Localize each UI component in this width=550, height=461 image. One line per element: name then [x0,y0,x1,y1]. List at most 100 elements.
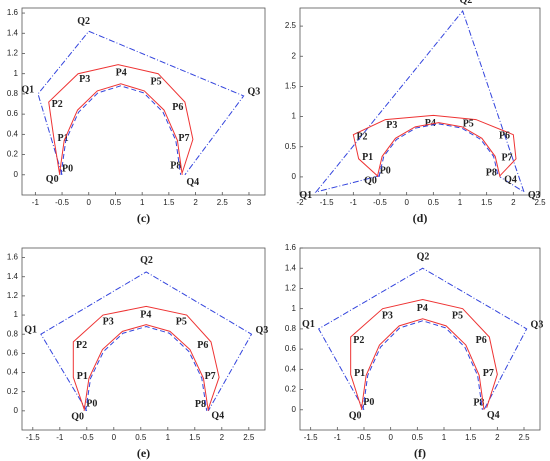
point-label: P2 [356,131,367,142]
x-tick-label: 0 [388,433,393,442]
point-label: Q1 [299,190,312,201]
point-label: Q4 [504,174,517,185]
x-tick-label: 1 [140,198,145,207]
curve [72,305,220,410]
point-label: Q3 [531,319,544,330]
x-tick-label: -1 [32,198,40,207]
x-tick-label: 2.5 [518,433,530,442]
curve [85,326,208,411]
x-tick-label: 1 [458,198,463,207]
point-label: P3 [79,74,90,85]
point-label: P5 [151,77,162,88]
x-tick-label: -0.5 [357,433,371,442]
y-tick-label: 1.2 [285,284,297,293]
x-tick-label: 2 [220,433,225,442]
curve [362,320,483,410]
point-label: Q2 [417,252,430,263]
y-tick-label: 0.8 [7,89,19,98]
point-label: P7 [501,153,512,164]
curve [376,122,501,178]
x-tick-label: 2 [511,198,516,207]
point-label: Q2 [77,16,90,27]
point-label: Q2 [459,0,472,6]
caption: (d) [413,211,428,225]
y-tick-label: 1 [14,69,19,78]
point-label: P8 [486,168,497,179]
x-tick-label: -1.5 [26,433,40,442]
curve [58,83,183,175]
point-label: P8 [170,161,181,172]
y-tick-label: 0 [14,406,19,415]
y-tick-label: 1.5 [285,82,297,91]
point-label: P0 [62,163,73,174]
y-tick-label: 0.6 [7,348,19,357]
point-label: P5 [463,118,474,129]
curve [60,85,182,175]
x-tick-label: 1.5 [189,433,201,442]
y-tick-label: 0.2 [7,387,19,396]
caption: (c) [137,211,150,225]
point-label: P7 [205,371,216,382]
y-tick-label: 1.6 [285,243,297,252]
x-tick-label: 0.5 [135,433,147,442]
y-tick-label: 1.6 [7,8,19,17]
y-tick-label: 2.5 [285,21,297,30]
y-tick-label: 0 [14,170,19,179]
y-tick-label: 0.4 [7,368,19,377]
x-tick-label: 2 [495,433,500,442]
curve [378,123,499,178]
point-label: Q1 [21,84,34,95]
point-label: Q4 [487,410,500,421]
y-tick-label: 2 [292,51,297,60]
x-tick-label: -1.5 [320,198,334,207]
plot-area [299,247,541,431]
point-label: P4 [417,303,428,314]
x-tick-label: 0.5 [428,198,440,207]
x-tick-label: -0.5 [373,198,387,207]
x-tick-label: 2.5 [217,198,229,207]
point-label: P8 [195,399,206,410]
point-label: Q1 [24,325,37,336]
curve [352,114,517,177]
point-label: Q4 [186,177,199,188]
point-label: P5 [452,310,463,321]
y-tick-label: 0.8 [285,324,297,333]
point-label: P6 [476,335,487,346]
x-tick-label: 2.5 [534,198,546,207]
point-label: P6 [172,102,183,113]
point-label: P7 [178,133,189,144]
y-tick-label: 0.4 [285,364,297,373]
x-tick-label: 2.5 [243,433,255,442]
y-tick-label: 0 [292,405,297,414]
y-tick-label: 0 [292,172,297,181]
point-label: Q3 [528,190,541,201]
y-tick-label: 1.2 [7,291,19,300]
curve [37,30,245,176]
curve [83,324,209,411]
x-tick-label: 1 [442,433,447,442]
point-label: P4 [116,67,127,78]
plot-area [21,247,266,431]
point-label: P1 [354,368,365,379]
curve [360,318,485,410]
point-label: P3 [386,120,397,131]
x-tick-label: -2 [296,198,304,207]
curve [40,271,253,412]
y-tick-label: 0.2 [285,385,297,394]
point-label: P2 [52,99,63,110]
point-label: Q1 [302,319,315,330]
x-tick-label: -1.5 [304,433,318,442]
point-label: P5 [176,317,187,328]
y-tick-label: 1.6 [7,253,19,262]
y-tick-label: 1.4 [285,263,297,272]
x-tick-label: -0.5 [55,198,69,207]
point-label: Q0 [364,175,377,186]
y-tick-label: 0.2 [7,150,19,159]
x-tick-label: 1.5 [465,433,477,442]
point-label: P8 [473,398,484,409]
point-label: P2 [353,335,364,346]
x-tick-label: 0.5 [110,198,122,207]
point-label: P7 [483,368,494,379]
point-label: Q0 [46,174,59,185]
